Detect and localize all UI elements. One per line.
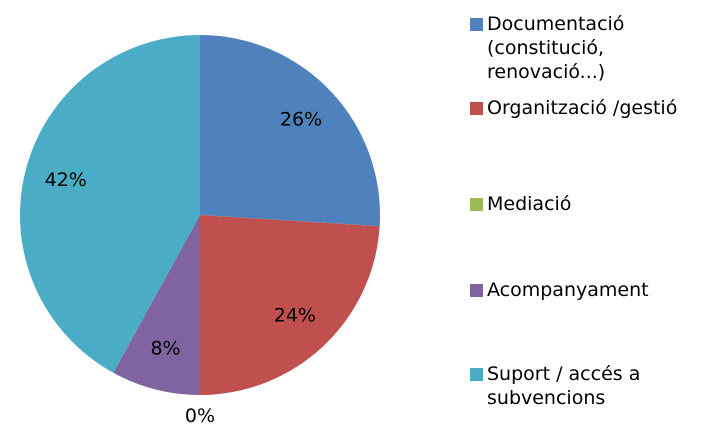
legend-entry: Documentació (constitució, renovació...)	[470, 12, 710, 84]
data-label: 0%	[185, 405, 215, 427]
legend-swatch	[470, 102, 483, 115]
data-label: 26%	[280, 109, 322, 131]
legend-entry: Suport / accés a subvencions	[470, 362, 710, 410]
legend-label: Mediació	[487, 193, 572, 215]
legend-swatch	[470, 198, 483, 211]
data-label: 8%	[150, 338, 180, 360]
legend-entry: Organització /gestió	[470, 96, 710, 120]
legend-swatch	[470, 18, 483, 31]
legend-label: Documentació (constitució, renovació...)	[487, 13, 625, 83]
pie-slice	[19, 35, 200, 373]
data-label: 42%	[45, 169, 87, 191]
legend-label: Suport / accés a subvencions	[487, 363, 641, 409]
pie-slice	[113, 215, 200, 395]
legend-swatch	[470, 284, 483, 297]
legend-swatch	[470, 368, 483, 381]
data-label: 24%	[274, 305, 316, 327]
pie-slice	[200, 35, 380, 227]
legend-label: Acompanyament	[487, 279, 649, 301]
pie-slice	[200, 215, 380, 395]
legend-label: Organització /gestió	[487, 97, 678, 119]
legend-entry: Mediació	[470, 192, 710, 216]
legend-entry: Acompanyament	[470, 278, 710, 302]
